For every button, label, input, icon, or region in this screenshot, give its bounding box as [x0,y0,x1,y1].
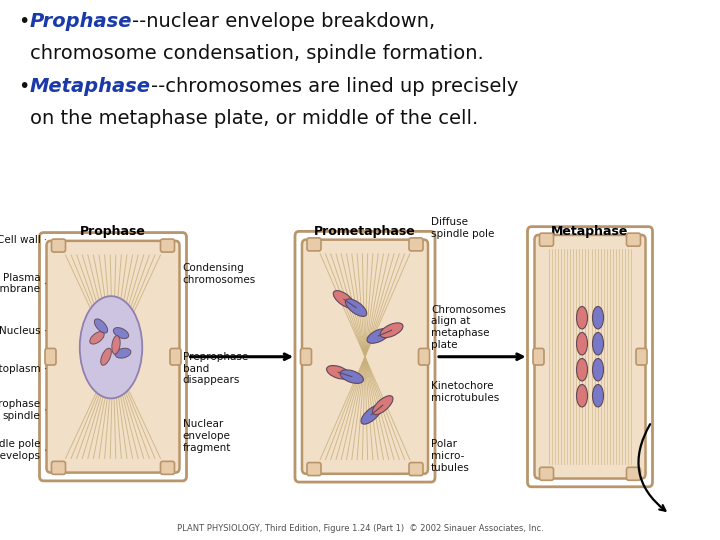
FancyBboxPatch shape [626,467,641,480]
Ellipse shape [115,348,131,358]
Ellipse shape [367,328,390,343]
Ellipse shape [577,384,588,407]
Text: Condensing
chromosomes: Condensing chromosomes [182,263,256,285]
Text: Spindle pole
develops: Spindle pole develops [0,440,40,461]
Text: Nuclear
envelope
fragment: Nuclear envelope fragment [182,420,231,453]
Ellipse shape [80,296,143,399]
Text: Prophase: Prophase [30,12,132,31]
Text: Kinetochore
microtubules: Kinetochore microtubules [431,381,499,403]
FancyBboxPatch shape [539,233,554,246]
FancyBboxPatch shape [418,348,430,365]
Ellipse shape [593,307,603,329]
Ellipse shape [112,335,120,354]
FancyBboxPatch shape [52,239,66,252]
Text: Chromosomes
align at
metaphase
plate: Chromosomes align at metaphase plate [431,305,506,349]
Text: Cytoplasm: Cytoplasm [0,363,40,374]
Text: Metaphase: Metaphase [30,77,151,96]
Text: on the metaphase plate, or middle of the cell.: on the metaphase plate, or middle of the… [30,109,478,128]
Ellipse shape [90,332,104,344]
FancyBboxPatch shape [300,348,312,365]
Text: Preprophase
band
disappears: Preprophase band disappears [182,352,248,385]
Text: PLANT PHYSIOLOGY, Third Edition, Figure 1.24 (Part 1)  © 2002 Sinauer Associates: PLANT PHYSIOLOGY, Third Edition, Figure … [176,524,544,533]
FancyBboxPatch shape [161,239,174,252]
Ellipse shape [113,328,129,339]
FancyBboxPatch shape [409,238,423,251]
Ellipse shape [333,291,355,308]
FancyBboxPatch shape [534,235,646,478]
FancyBboxPatch shape [307,463,321,476]
FancyBboxPatch shape [409,463,423,476]
Ellipse shape [361,405,382,424]
Ellipse shape [327,366,350,379]
Ellipse shape [577,307,588,329]
Text: Prophase
spindle: Prophase spindle [0,399,40,421]
Text: Polar
micro-
tubules: Polar micro- tubules [431,440,470,472]
Ellipse shape [380,323,403,338]
Ellipse shape [593,384,603,407]
Text: Prophase: Prophase [80,226,146,239]
Text: Diffuse
spindle pole: Diffuse spindle pole [431,217,495,239]
Ellipse shape [94,319,108,333]
Text: •: • [18,12,30,31]
FancyBboxPatch shape [45,348,56,365]
FancyBboxPatch shape [302,240,428,474]
Ellipse shape [593,333,603,355]
FancyBboxPatch shape [636,348,647,365]
FancyBboxPatch shape [170,348,181,365]
Ellipse shape [577,359,588,381]
FancyBboxPatch shape [307,238,321,251]
Text: Metaphase: Metaphase [552,226,629,239]
Text: --nuclear envelope breakdown,: --nuclear envelope breakdown, [132,12,436,31]
Ellipse shape [577,333,588,355]
Text: Plasma
membrane: Plasma membrane [0,273,40,294]
FancyBboxPatch shape [533,348,544,365]
FancyBboxPatch shape [161,461,174,474]
FancyBboxPatch shape [52,461,66,474]
Text: Cell wall: Cell wall [0,235,40,245]
Ellipse shape [346,299,366,316]
Ellipse shape [372,396,393,415]
Ellipse shape [101,348,112,365]
FancyBboxPatch shape [626,233,641,246]
Ellipse shape [593,359,603,381]
Text: --chromosomes are lined up precisely: --chromosomes are lined up precisely [151,77,518,96]
FancyBboxPatch shape [539,467,554,480]
FancyBboxPatch shape [47,241,179,472]
Text: Prometaphase: Prometaphase [314,226,416,239]
Text: •: • [18,77,30,96]
Text: chromosome condensation, spindle formation.: chromosome condensation, spindle formati… [30,44,484,63]
Ellipse shape [340,370,364,383]
Text: Nucleus: Nucleus [0,326,40,336]
